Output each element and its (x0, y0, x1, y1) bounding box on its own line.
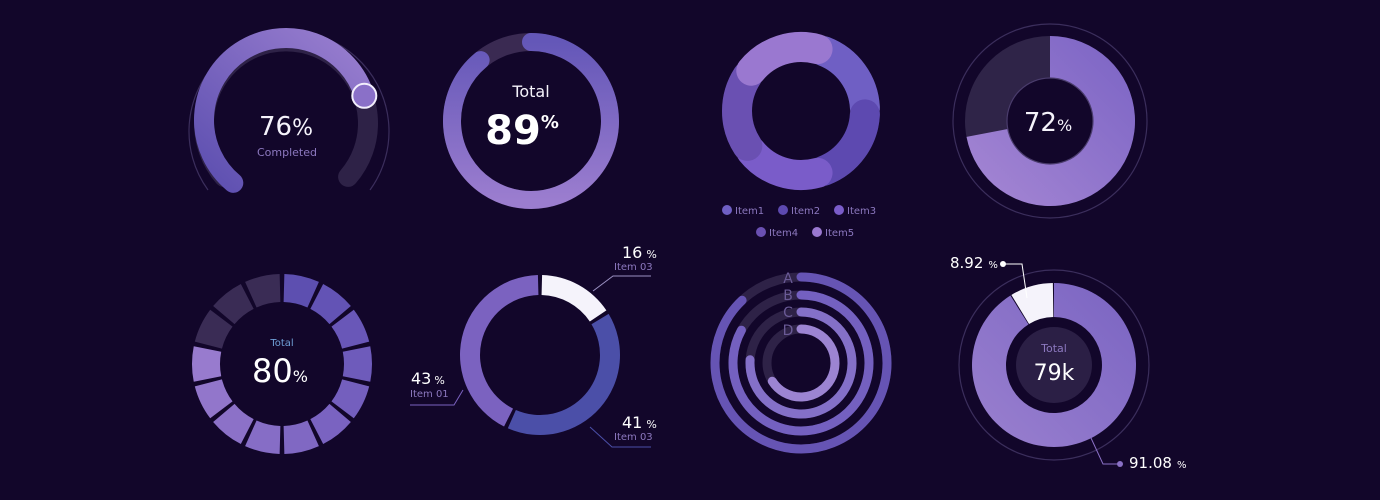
k-donut-segment-2 (972, 283, 1137, 448)
total-ring-label: Total (511, 82, 549, 101)
segment-ring-label: Total (269, 338, 293, 349)
radial-label-c: C (783, 305, 793, 321)
radial-bar-c (745, 307, 857, 419)
k-donut-label: Total (1040, 342, 1067, 355)
split-label-left-name: Item 01 (410, 389, 449, 400)
segment-2 (310, 283, 351, 325)
gauge-unit: % (292, 116, 313, 141)
legend-dot-item1 (722, 205, 732, 215)
items-donut-segment-1 (808, 36, 880, 123)
split-donut-segments (460, 275, 621, 436)
items-donut-segment-3 (736, 136, 833, 190)
items-donut-segments (722, 32, 880, 190)
k-donut-chart: Total 79k 8.92% 91.08% (950, 254, 1186, 472)
total-ring-fill (443, 33, 619, 209)
items-donut-chart: Item1 Item2 Item3 Item4 Item5 (722, 32, 880, 239)
segment-3 (331, 309, 370, 349)
k-leader-top-dot (1000, 261, 1006, 267)
leader-line-left (410, 389, 464, 406)
legend-label-item3: Item3 (847, 206, 876, 217)
split-donut-segment-3 (460, 275, 539, 427)
gauge-fill (194, 28, 375, 193)
split-donut-segment-1 (541, 275, 607, 322)
segment-4 (342, 346, 373, 382)
k-label-small: 8.92% (950, 254, 998, 272)
k-leader-bottom (1090, 437, 1120, 465)
legend-dot-item3 (834, 205, 844, 215)
percent-ring-value: 72% (1024, 108, 1072, 138)
gauge-label: Completed (257, 146, 317, 159)
segment-13 (213, 283, 254, 325)
k-donut-center (1016, 327, 1092, 403)
percent-ring-chart: 72% (952, 23, 1148, 219)
legend-dot-item4 (756, 227, 766, 237)
split-donut-segment-2 (507, 313, 621, 436)
k-donut-segments (972, 283, 1137, 448)
split-label-left-value: 43% (411, 369, 445, 388)
radial-bar-b (728, 290, 874, 436)
percent-ring-outer-line (952, 23, 1148, 219)
segment-14 (245, 274, 281, 308)
segment-12 (194, 309, 233, 349)
split-label-right-value: 41% (622, 413, 657, 432)
segment-9 (213, 403, 254, 445)
segment-ring-segments (191, 274, 373, 454)
k-donut-value: 79k (1034, 361, 1075, 386)
radial-bar-a (710, 272, 892, 454)
radial-label-a: A (783, 271, 793, 287)
radial-label-b: B (783, 288, 793, 304)
items-legend: Item1 Item2 Item3 Item4 Item5 (722, 205, 876, 239)
percent-ring-inner-line (1006, 77, 1094, 165)
split-label-top-unit: % (646, 248, 656, 261)
k-label-small-unit: % (988, 260, 998, 271)
split-label-top-value: 16% (622, 243, 657, 262)
segment-ring-chart: Total 80% (191, 274, 373, 454)
segment-6 (310, 403, 351, 445)
legend-label-item2: Item2 (791, 206, 820, 217)
segment-ring-value: 80% (252, 352, 308, 390)
split-donut-chart: 16% Item 03 41% Item 03 43% Item 01 (410, 243, 657, 448)
split-label-left-unit: % (434, 374, 444, 387)
radial-bar-d (767, 324, 840, 402)
legend-dot-item2 (778, 205, 788, 215)
legend-dot-item5 (812, 227, 822, 237)
leader-line-top (592, 275, 651, 292)
total-ring-unit: % (541, 112, 559, 133)
segment-10 (194, 379, 233, 419)
legend-label-item4: Item4 (769, 228, 798, 239)
total-ring-chart: Total 89% (443, 33, 619, 209)
leader-line-right (589, 426, 651, 448)
split-label-top-name: Item 03 (614, 262, 653, 273)
radial-bar-fills (710, 272, 892, 454)
split-label-right-unit: % (646, 418, 656, 431)
k-donut-outer-line (958, 269, 1150, 461)
items-donut-segment-2 (808, 99, 880, 186)
gauge-chart: 76% Completed (188, 28, 390, 193)
segment-5 (331, 379, 370, 419)
k-label-large: 91.08% (1129, 454, 1186, 472)
segment-7 (283, 420, 319, 454)
k-donut-segment-1 (1011, 283, 1054, 324)
gauge-knob (351, 82, 378, 109)
percent-ring-fill (966, 35, 1136, 207)
segment-8 (245, 420, 281, 454)
items-donut-segment-4 (722, 61, 763, 161)
percent-ring-unit: % (1057, 116, 1072, 135)
split-label-right-name: Item 03 (614, 432, 653, 443)
segment-11 (191, 346, 222, 382)
segment-ring-unit: % (293, 367, 308, 386)
k-label-large-unit: % (1177, 460, 1187, 471)
k-leader-bottom-dot (1117, 461, 1123, 467)
items-donut-segment-5 (736, 32, 833, 86)
k-leader-top (1003, 263, 1028, 299)
legend-label-item1: Item1 (735, 206, 764, 217)
radial-label-d: D (783, 323, 794, 339)
segment-1 (283, 274, 319, 308)
total-ring-value: 89% (485, 108, 559, 154)
gauge-value: 76% (259, 112, 313, 142)
legend-label-item5: Item5 (825, 228, 854, 239)
